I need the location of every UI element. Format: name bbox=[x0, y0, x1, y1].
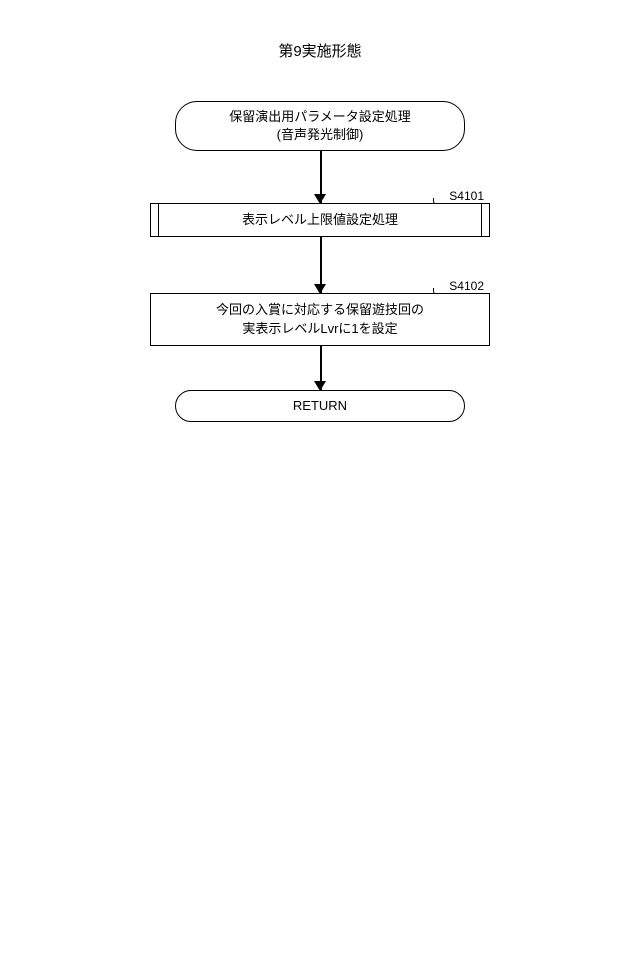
step-2-line1: 今回の入賞に対応する保留遊技回の bbox=[161, 300, 479, 320]
start-terminator: 保留演出用パラメータ設定処理 (音声発光制御) bbox=[175, 101, 465, 151]
diagram-title: 第9実施形態 bbox=[278, 40, 361, 61]
start-line1: 保留演出用パラメータ設定処理 bbox=[204, 108, 436, 126]
step-1-box: 表示レベル上限値設定処理 bbox=[150, 203, 490, 237]
step-2-label: S4102 bbox=[449, 279, 484, 293]
step-2-line2: 実表示レベルLvrに1を設定 bbox=[161, 319, 479, 339]
step-1-label: S4101 bbox=[449, 189, 484, 203]
flowchart-container: 第9実施形態 保留演出用パラメータ設定処理 (音声発光制御) S4101 表示レ… bbox=[0, 0, 640, 422]
step-1-text: 表示レベル上限値設定処理 bbox=[242, 212, 398, 227]
start-line2: (音声発光制御) bbox=[204, 126, 436, 144]
step-2-box: 今回の入賞に対応する保留遊技回の 実表示レベルLvrに1を設定 bbox=[150, 293, 490, 346]
step-1-wrap: S4101 表示レベル上限値設定処理 bbox=[150, 203, 490, 237]
end-terminator: RETURN bbox=[175, 390, 465, 422]
arrow-3-head bbox=[314, 381, 326, 391]
end-text: RETURN bbox=[293, 398, 347, 413]
step-2-wrap: S4102 今回の入賞に対応する保留遊技回の 実表示レベルLvrに1を設定 bbox=[150, 293, 490, 346]
